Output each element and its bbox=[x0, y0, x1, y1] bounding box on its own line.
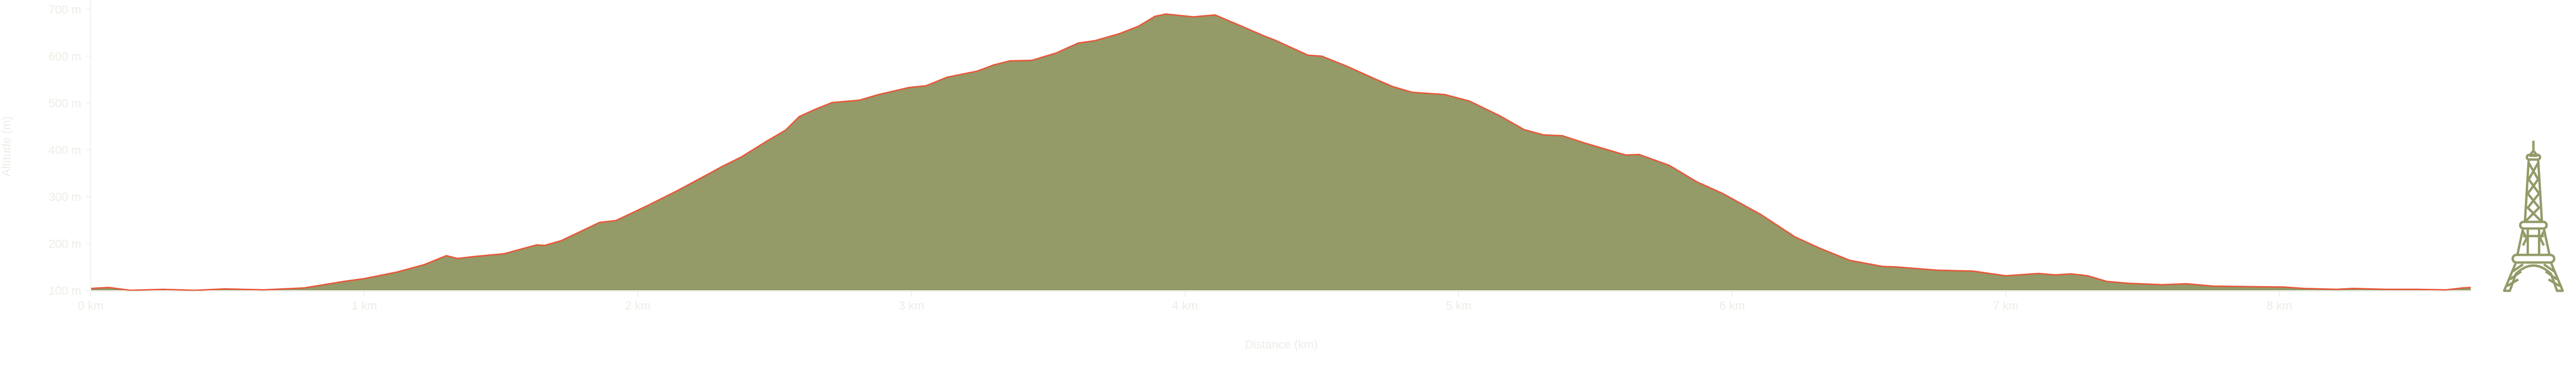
x-tick-label: 0 km bbox=[78, 299, 104, 312]
x-tick-label: 3 km bbox=[899, 299, 924, 312]
eiffel-tower-icon bbox=[2503, 141, 2564, 292]
x-tick-label: 6 km bbox=[1719, 299, 1745, 312]
axes: 100 m 200 m 300 m 400 m 500 m 600 m 700 m 0 km… bbox=[0, 0, 2472, 351]
y-tick-label: 600 m bbox=[48, 49, 81, 63]
elevation-profile-chart: 100 m 200 m 300 m 400 m 500 m 600 m 700 m 0 km… bbox=[0, 0, 2564, 351]
x-tick-label: 8 km bbox=[2266, 299, 2292, 312]
x-ticks: 0 km 1 km 2 km 3 km 4 km 5 km 6 km 7 km 8 km bbox=[78, 291, 2292, 312]
plot-area bbox=[91, 13, 2471, 291]
elevation-line bbox=[91, 13, 2471, 291]
x-tick-label: 7 km bbox=[1993, 299, 2019, 312]
x-tick-label: 1 km bbox=[351, 299, 377, 312]
elevation-area bbox=[91, 14, 2471, 291]
x-tick-label: 5 km bbox=[1446, 299, 1471, 312]
x-axis-title: Distance (km) bbox=[1245, 338, 1317, 351]
y-tick-label: 200 m bbox=[48, 237, 81, 250]
y-tick-label: 100 m bbox=[48, 284, 81, 297]
y-tick-label: 300 m bbox=[48, 190, 81, 203]
y-tick-label: 500 m bbox=[48, 96, 81, 110]
x-tick-label: 4 km bbox=[1172, 299, 1198, 312]
x-tick-label: 2 km bbox=[625, 299, 651, 312]
y-ticks: 100 m 200 m 300 m 400 m 500 m 600 m 700 m bbox=[48, 3, 91, 297]
y-axis-title: Altitude (m) bbox=[0, 116, 13, 177]
y-tick-label: 700 m bbox=[48, 3, 81, 16]
y-tick-label: 400 m bbox=[48, 143, 81, 156]
